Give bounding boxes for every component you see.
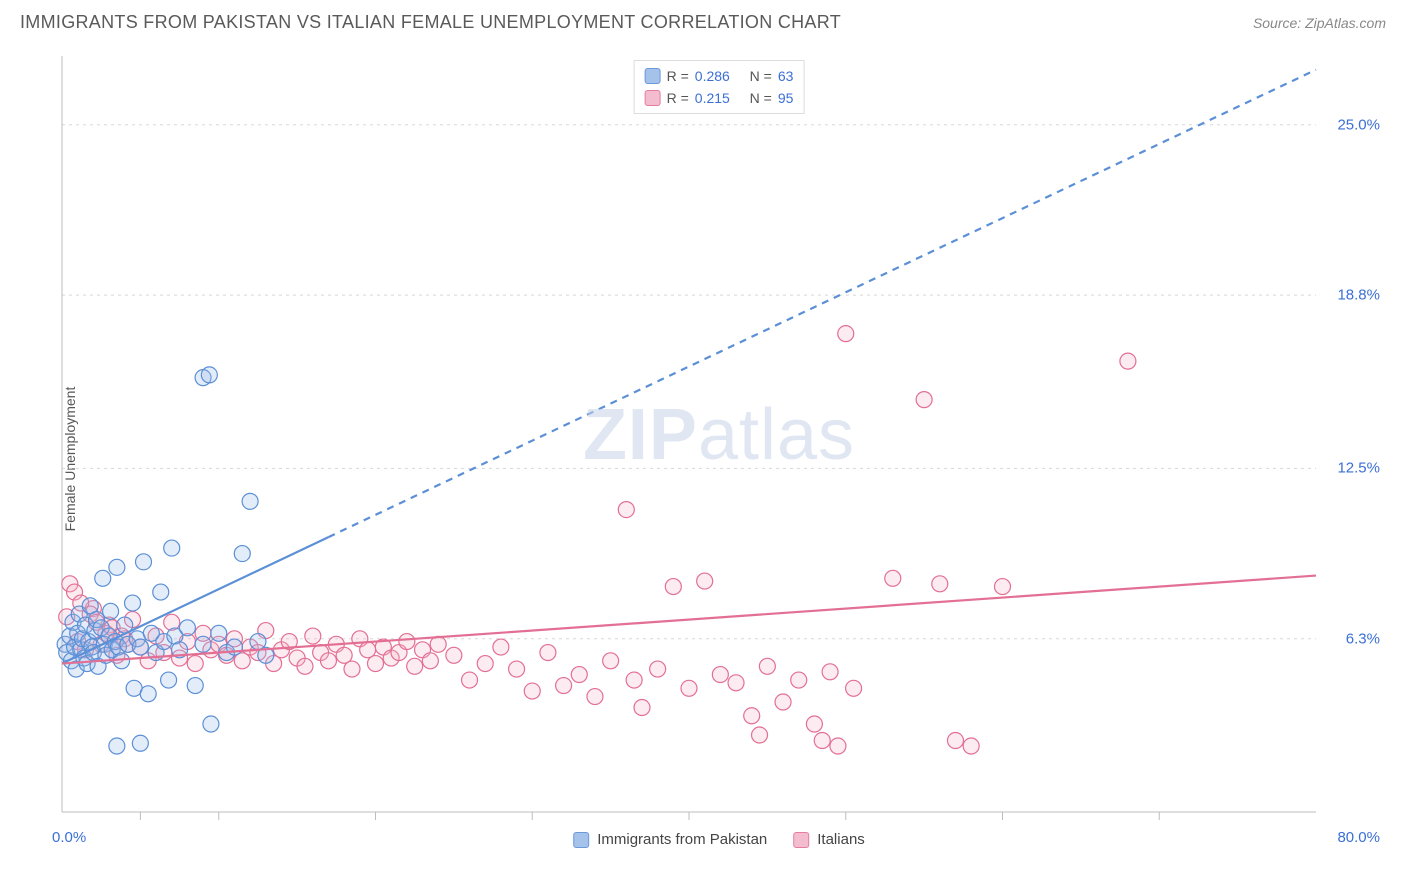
y-tick-label: 6.3% [1346, 630, 1380, 647]
n-label: N = [750, 65, 772, 87]
legend-item-italians: Italians [793, 831, 865, 848]
legend-label-pakistan: Immigrants from Pakistan [597, 831, 767, 848]
swatch-italians [645, 90, 661, 106]
legend-stats: R = 0.286 N = 63 R = 0.215 N = 95 [634, 60, 805, 114]
n-value-pakistan: 63 [778, 65, 794, 87]
y-tick-label: 25.0% [1337, 116, 1380, 133]
swatch-pakistan [573, 832, 589, 848]
source-name: ZipAtlas.com [1305, 15, 1386, 31]
y-tick-label: 12.5% [1337, 460, 1380, 477]
legend-label-italians: Italians [817, 831, 865, 848]
r-label: R = [667, 87, 689, 109]
source-prefix: Source: [1253, 15, 1305, 31]
legend-series: Immigrants from Pakistan Italians [573, 831, 865, 848]
swatch-pakistan [645, 68, 661, 84]
n-label: N = [750, 87, 772, 109]
source-attribution: Source: ZipAtlas.com [1253, 15, 1386, 31]
x-axis-min-label: 0.0% [52, 829, 86, 846]
chart-area: Female Unemployment ZIPatlas R = 0.286 N… [52, 56, 1386, 846]
x-axis-max-label: 80.0% [1337, 829, 1380, 846]
legend-stats-row-pakistan: R = 0.286 N = 63 [645, 65, 794, 87]
r-value-italians: 0.215 [695, 87, 730, 109]
swatch-italians [793, 832, 809, 848]
legend-item-pakistan: Immigrants from Pakistan [573, 831, 767, 848]
chart-title: IMMIGRANTS FROM PAKISTAN VS ITALIAN FEMA… [20, 12, 841, 33]
legend-stats-row-italians: R = 0.215 N = 95 [645, 87, 794, 109]
n-value-italians: 95 [778, 87, 794, 109]
scatter-plot [52, 56, 1386, 846]
r-label: R = [667, 65, 689, 87]
r-value-pakistan: 0.286 [695, 65, 730, 87]
y-tick-label: 18.8% [1337, 287, 1380, 304]
